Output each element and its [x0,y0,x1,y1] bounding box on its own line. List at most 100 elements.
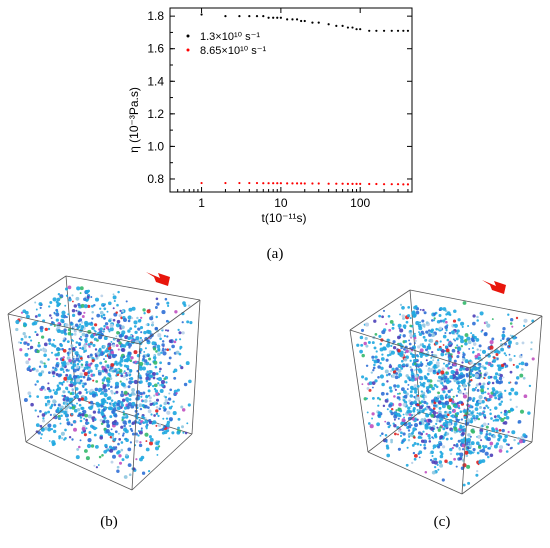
y-tick-label: 1.4 [147,74,164,88]
data-point-series-2 [382,183,386,186]
data-point-series-2 [311,182,314,185]
data-point-series-1 [300,19,303,23]
data-point-series-1 [390,29,393,32]
data-point-series-2 [276,182,279,185]
box-edge [139,299,201,345]
x-tick-label: 1 [198,196,205,210]
data-point-series-2 [341,182,344,185]
data-point-series-1 [402,29,405,32]
data-point-series-2 [355,182,358,185]
simulation-box-c [349,280,543,495]
viscosity-chart: 0.8 1.0 1.2 1.4 1.6 1.8 1 10 100 η (10⁻³Pa.s) t(… [127,7,413,225]
data-point-series-1 [303,19,306,23]
chart-marks [200,13,410,186]
box-edge [7,313,27,443]
data-point-series-1 [267,16,270,19]
data-point-series-2 [406,183,410,186]
data-point-series-2 [335,182,338,185]
data-point-series-1 [272,16,275,19]
box-edge [7,313,141,345]
data-point-series-1 [238,15,241,18]
data-point-series-1 [406,29,410,32]
data-point-series-2 [300,182,303,185]
box-edge [7,275,67,315]
data-point-series-2 [272,182,275,185]
box-edge [349,329,471,369]
box-edge [367,411,421,453]
data-point-series-1 [382,29,386,32]
box-edge [25,441,133,491]
box-edge [409,289,543,317]
legend: 1.3×10¹⁰ s⁻¹ 8.65×10¹⁰ s⁻¹ [186,31,267,57]
shear-direction-arrow-icon [146,272,170,286]
data-point-series-1 [311,21,314,24]
data-point-series-2 [396,183,400,186]
box-edge [131,343,141,491]
data-point-series-2 [238,181,241,185]
plot-frame [169,7,413,193]
data-point-series-1 [276,16,279,19]
box-edge [349,329,369,453]
box-edge [531,315,543,443]
y-axis-label: η (10⁻³Pa.s) [127,87,141,153]
data-point-series-2 [368,182,371,186]
legend-marker-series-2 [186,48,190,52]
data-point-series-2 [295,182,299,185]
y-tick-label: 1.2 [147,107,164,121]
legend-label-series-2: 8.65×10¹⁰ s⁻¹ [200,45,267,57]
data-point-series-1 [368,29,371,32]
data-point-series-1 [255,15,259,18]
data-point-series-1 [200,13,203,16]
shear-direction-arrow-icon [482,280,506,294]
caption-b: (b) [100,514,118,530]
particle-cloud [356,301,535,487]
data-point-series-1 [279,16,282,19]
data-point-series-2 [327,182,330,185]
data-point-series-1 [262,15,265,18]
data-point-series-1 [359,28,362,31]
box-edge [75,397,193,435]
data-point-series-2 [291,182,294,185]
chart-axes: 0.8 1.0 1.2 1.4 1.6 1.8 1 10 100 [147,7,413,210]
data-point-series-2 [317,182,320,185]
legend-label-series-1: 1.3×10¹⁰ s⁻¹ [200,31,260,43]
data-point-series-2 [224,181,227,185]
legend-marker-series-1 [186,34,190,38]
data-point-series-1 [291,18,294,21]
data-point-series-2 [255,181,259,185]
data-point-series-2 [351,182,354,185]
box-edge [367,451,463,495]
box-edge [131,433,193,491]
data-point-series-2 [359,182,362,185]
data-point-series-2 [262,182,265,185]
data-point-series-1 [295,18,299,21]
x-axis-label: t(10⁻¹¹s) [262,211,307,225]
data-point-series-1 [248,15,251,18]
simulation-box-b [7,272,201,491]
x-tick-label: 10 [274,196,288,210]
data-point-series-1 [224,15,227,18]
data-point-series-1 [317,21,320,24]
y-tick-label: 1.8 [147,9,164,23]
data-point-series-1 [327,23,330,26]
y-tick-label: 1.6 [147,42,164,56]
box-edge [461,441,533,495]
box-edge [65,275,201,301]
box-edge [469,315,543,369]
data-point-series-1 [355,28,358,31]
data-point-series-2 [303,182,306,185]
box-edge [25,397,77,443]
data-point-series-1 [351,26,354,29]
data-point-series-2 [267,182,270,185]
particle-cloud [15,285,193,479]
box-edge [461,367,471,495]
data-point-series-2 [200,181,203,185]
caption-a: (a) [266,246,284,262]
data-point-series-2 [402,183,405,186]
data-point-series-1 [396,29,400,32]
data-point-series-2 [375,182,378,186]
data-point-series-1 [375,29,378,32]
data-point-series-1 [341,24,344,28]
data-point-series-2 [248,181,251,185]
y-tick-label: 0.8 [147,172,164,186]
